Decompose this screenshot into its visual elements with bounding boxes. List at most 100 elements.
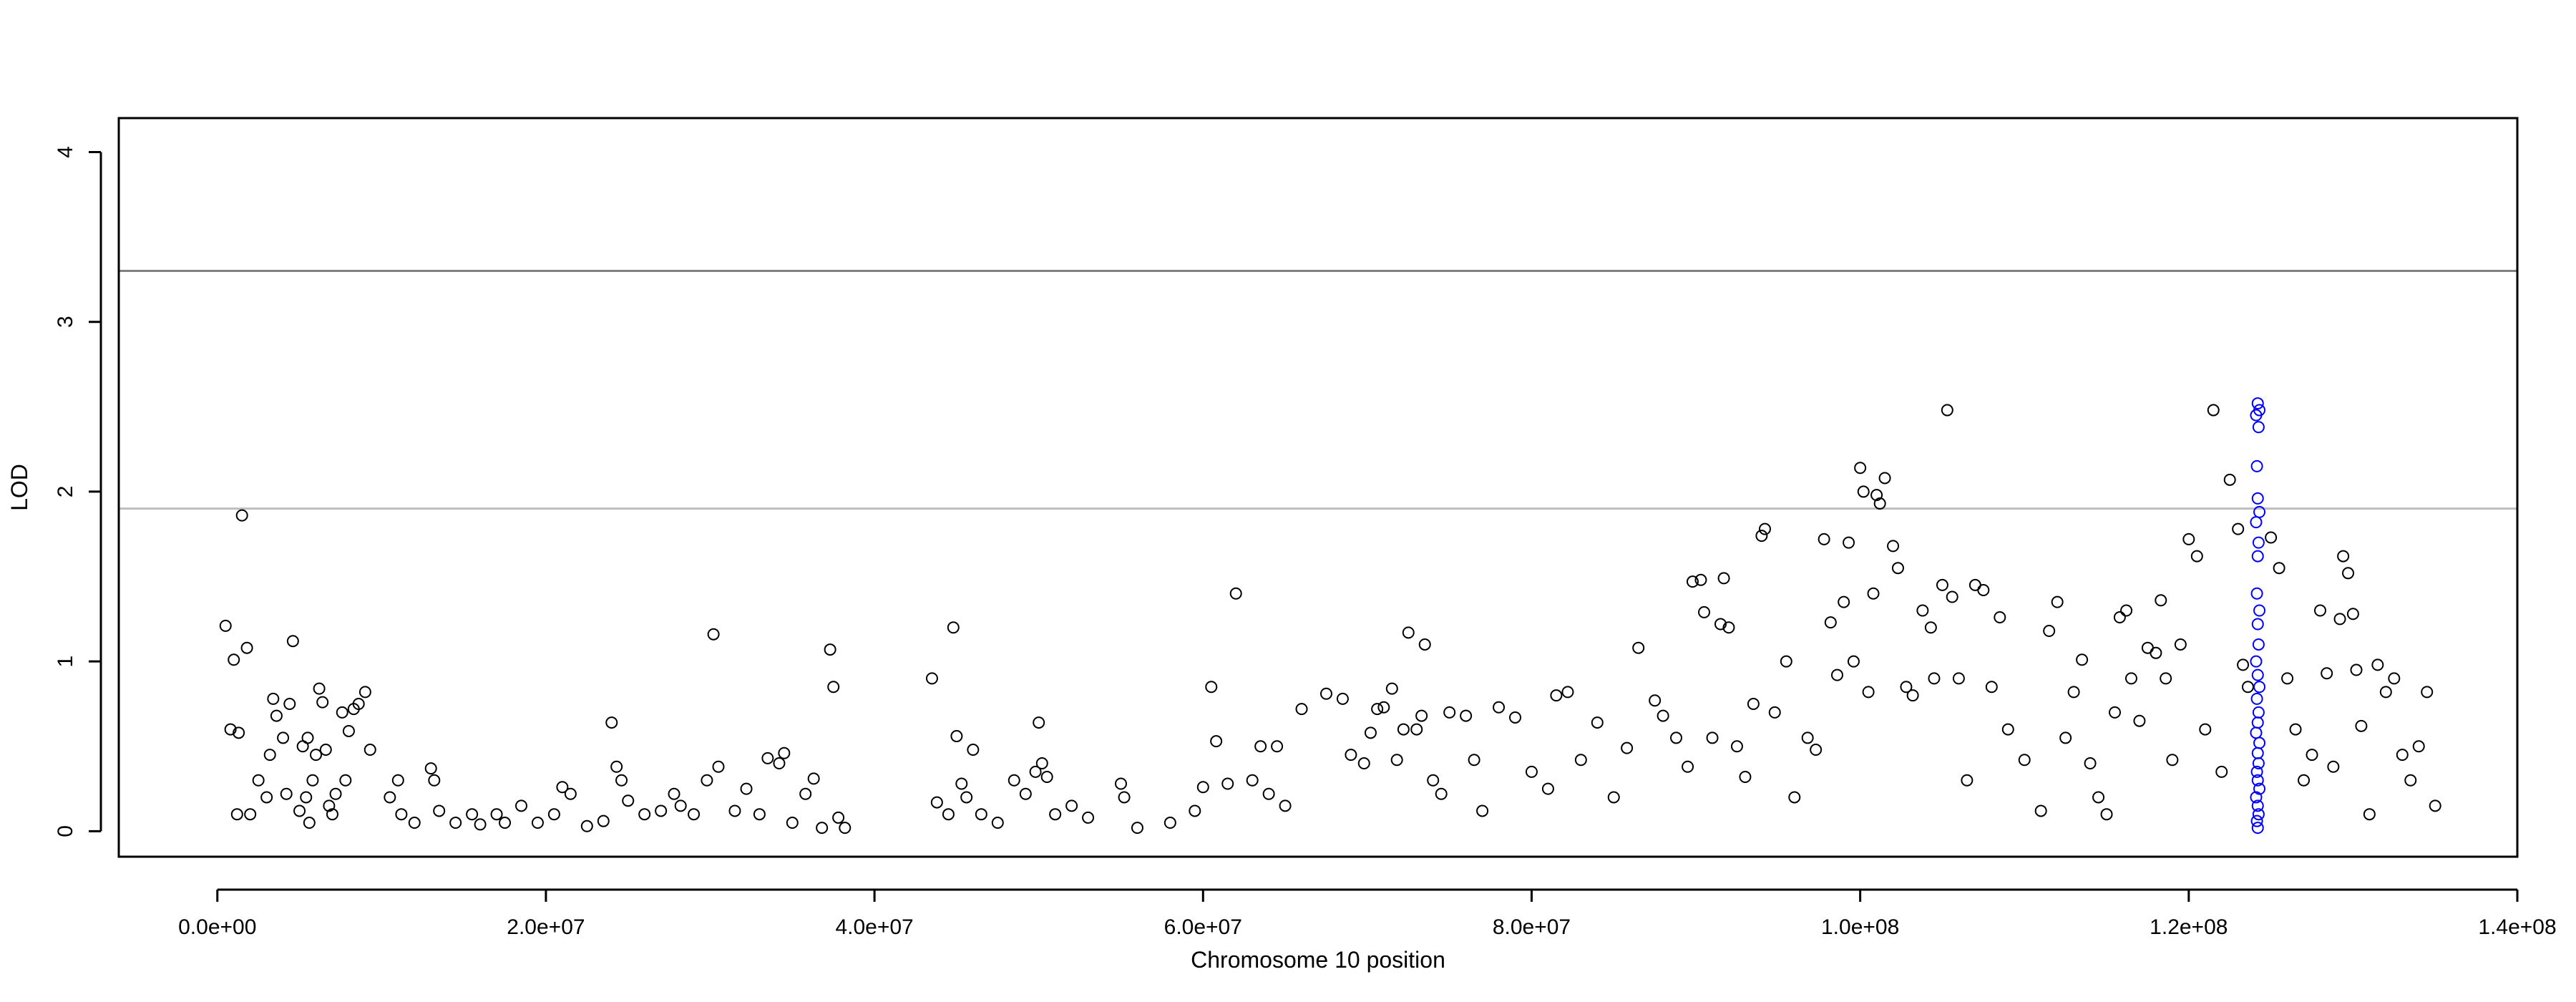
highlight-point — [2251, 822, 2264, 835]
data-point — [1607, 791, 1620, 804]
data-point — [1345, 749, 1357, 762]
y-tick-label: 4 — [54, 146, 77, 158]
data-point — [319, 744, 332, 757]
data-point — [1574, 754, 1587, 767]
data-point — [1994, 611, 2006, 623]
data-point — [1229, 587, 1242, 600]
data-point — [1801, 731, 1814, 744]
data-point — [824, 643, 836, 656]
data-point — [1410, 723, 1423, 736]
data-point — [1843, 536, 1855, 549]
data-point — [1870, 489, 1883, 502]
x-tick-label: 1.0e+08 — [1821, 915, 1899, 939]
data-point — [395, 808, 408, 821]
data-point — [1418, 638, 1431, 651]
data-point — [1854, 462, 1867, 475]
data-point — [1924, 621, 1937, 634]
data-point — [942, 808, 955, 821]
highlight-point — [2251, 716, 2264, 729]
data-point — [1065, 799, 1078, 812]
data-point — [1493, 701, 1506, 714]
data-point — [1082, 811, 1095, 824]
data-point — [1768, 706, 1781, 719]
highlight-point — [2250, 726, 2263, 739]
x-tick-label: 0.0e+00 — [178, 915, 256, 939]
data-point — [2059, 731, 2072, 744]
data-point — [2298, 774, 2311, 787]
plot-frame — [117, 117, 2519, 858]
data-point — [1946, 590, 1958, 603]
data-point — [263, 749, 276, 762]
data-point — [1118, 791, 1131, 804]
data-point — [2018, 754, 2031, 767]
data-point — [267, 692, 280, 705]
data-point — [466, 808, 479, 821]
data-point — [2289, 723, 2302, 736]
data-point — [1443, 706, 1456, 719]
highlight-point — [2251, 746, 2264, 759]
data-point — [230, 808, 243, 821]
data-point — [2199, 723, 2212, 736]
highlight-point — [2250, 459, 2263, 472]
highlight-point — [2252, 706, 2265, 719]
data-point — [474, 818, 487, 831]
data-point — [967, 744, 980, 757]
data-point — [2342, 567, 2355, 580]
data-point — [490, 808, 503, 821]
data-point — [622, 794, 635, 807]
data-point — [1961, 774, 1974, 787]
data-point — [323, 799, 336, 812]
data-point — [1319, 687, 1332, 700]
data-point — [2321, 667, 2333, 680]
data-point — [1189, 804, 1201, 817]
data-point — [2412, 740, 2425, 753]
data-point — [329, 787, 342, 800]
data-point — [1698, 605, 1711, 618]
highlight-point — [2253, 604, 2266, 617]
data-point — [832, 811, 845, 824]
data-point — [740, 782, 753, 795]
data-point — [2190, 550, 2203, 563]
y-tick-label: 2 — [54, 486, 77, 498]
data-point — [761, 752, 774, 764]
x-tick-label: 4.0e+07 — [835, 915, 913, 939]
data-point — [2273, 562, 2285, 575]
data-point — [1867, 587, 1880, 600]
data-point — [316, 696, 329, 709]
data-point — [1163, 817, 1176, 830]
data-point — [339, 774, 352, 787]
data-point — [1952, 672, 1965, 685]
data-point — [1460, 709, 1473, 722]
highlight-point — [2251, 668, 2264, 681]
data-point — [301, 731, 314, 744]
y-tick-label: 3 — [54, 316, 77, 328]
y-axis: 0 1 2 3 4 — [54, 146, 102, 837]
highlight-point — [2250, 587, 2263, 600]
data-point — [615, 774, 628, 787]
data-point — [1336, 692, 1349, 705]
data-point — [499, 817, 512, 830]
data-point — [1900, 681, 1913, 694]
data-point — [2182, 532, 2195, 545]
data-point — [728, 804, 741, 817]
data-point — [531, 817, 544, 830]
data-point — [1936, 578, 1948, 591]
data-point — [1397, 723, 1410, 736]
data-point — [839, 822, 852, 835]
highlight-point — [2250, 516, 2263, 529]
data-point — [233, 726, 245, 739]
data-point — [1706, 731, 1719, 744]
data-point — [1029, 765, 1042, 778]
data-point — [2306, 749, 2318, 762]
data-point — [655, 804, 668, 817]
data-point — [2166, 754, 2179, 767]
data-point — [2337, 550, 2350, 563]
data-point — [1906, 689, 1919, 702]
highlight-point — [2252, 808, 2265, 821]
data-point — [1468, 754, 1480, 767]
data-point — [391, 774, 404, 787]
x-tick-label: 6.0e+07 — [1164, 915, 1242, 939]
data-point — [753, 808, 766, 821]
data-point — [2001, 723, 2014, 736]
data-point — [336, 706, 348, 719]
